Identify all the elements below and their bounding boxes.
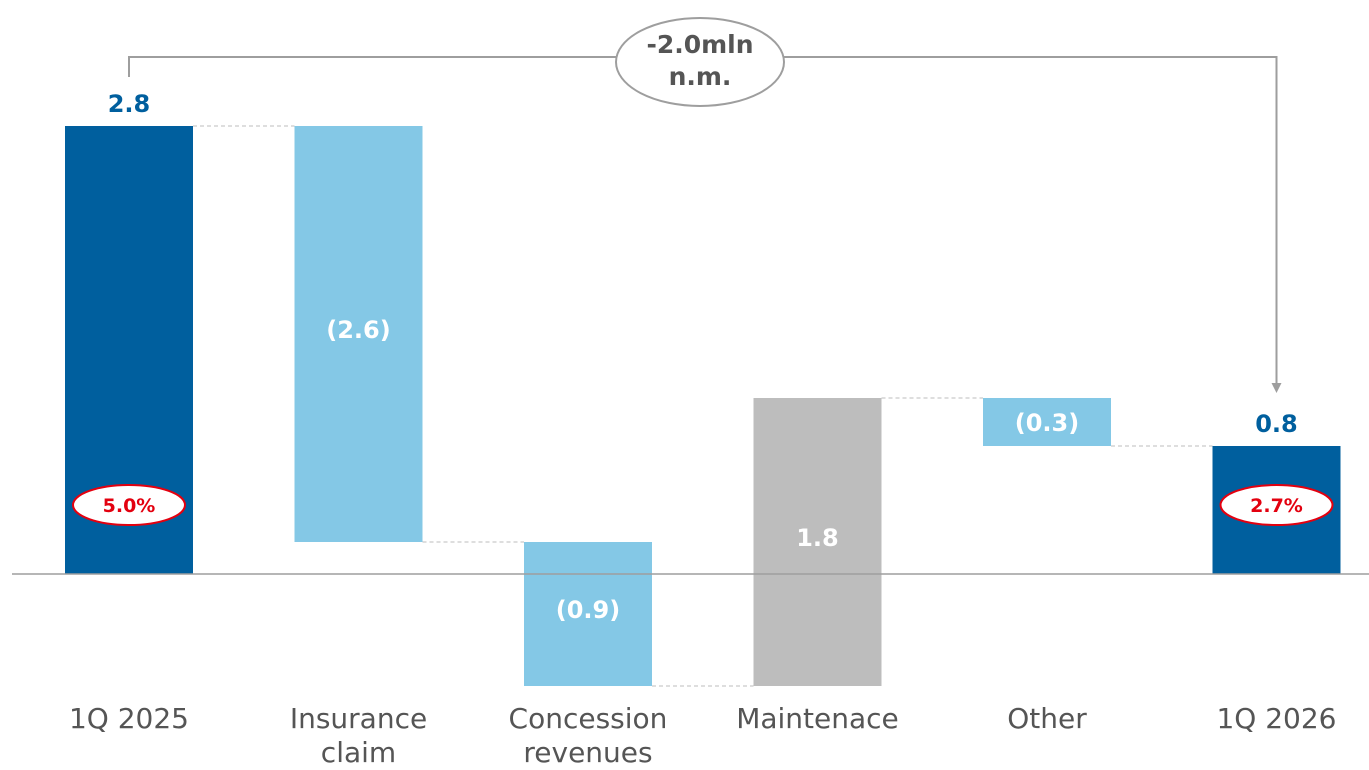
margin-badge bbox=[72, 484, 186, 526]
bar bbox=[753, 398, 882, 686]
margin-badges: 5.0% 2.7% bbox=[72, 484, 1334, 526]
data-label: (0.9) bbox=[556, 596, 620, 624]
margin-label: 2.7% bbox=[1250, 495, 1303, 517]
margin-label: 5.0% bbox=[103, 495, 156, 517]
bar bbox=[983, 398, 1111, 446]
data-label: 1.8 bbox=[796, 524, 839, 552]
bars bbox=[65, 126, 1341, 686]
category-label: Insurance claim bbox=[290, 702, 427, 769]
value-labels: 2.8 (2.6) (0.9) 1.8 (0.3) 0.8 bbox=[108, 90, 1298, 624]
category-label-line: Other bbox=[1007, 702, 1087, 735]
category-labels: 1Q 2025 Insurance claim Concession revenues M… bbox=[69, 702, 1337, 769]
connector-lines bbox=[193, 125, 1213, 687]
category-label-line: 1Q 2026 bbox=[1216, 702, 1336, 735]
category-label-line: revenues bbox=[523, 736, 652, 769]
category-label-line: claim bbox=[321, 736, 396, 769]
category-label-line: 1Q 2025 bbox=[69, 702, 189, 735]
bracket-line-right bbox=[784, 56, 1282, 393]
change-bubble-line: n.m. bbox=[669, 62, 732, 91]
category-label: 1Q 2026 bbox=[1216, 702, 1336, 735]
category-label: Other bbox=[1007, 702, 1087, 735]
bar bbox=[294, 126, 423, 542]
change-bubble bbox=[615, 17, 785, 107]
margin-badge bbox=[1219, 484, 1334, 526]
category-label: Maintenace bbox=[736, 702, 899, 735]
change-bubble-text: -2.0mln n.m. bbox=[646, 30, 753, 91]
change-bubble-line: -2.0mln bbox=[646, 30, 753, 59]
data-label: (0.3) bbox=[1015, 409, 1079, 437]
data-label: 2.8 bbox=[108, 90, 151, 118]
category-label: 1Q 2025 bbox=[69, 702, 189, 735]
category-label-line: Concession bbox=[509, 702, 668, 735]
data-label: 0.8 bbox=[1255, 410, 1298, 438]
data-label: (2.6) bbox=[326, 316, 390, 344]
comparison-bracket: -2.0mln n.m. bbox=[128, 17, 1282, 393]
category-label-line: Maintenace bbox=[736, 702, 899, 735]
bracket-line-left bbox=[128, 56, 616, 77]
category-label: Concession revenues bbox=[509, 702, 668, 769]
category-label-line: Insurance bbox=[290, 702, 427, 735]
bar bbox=[524, 542, 652, 686]
